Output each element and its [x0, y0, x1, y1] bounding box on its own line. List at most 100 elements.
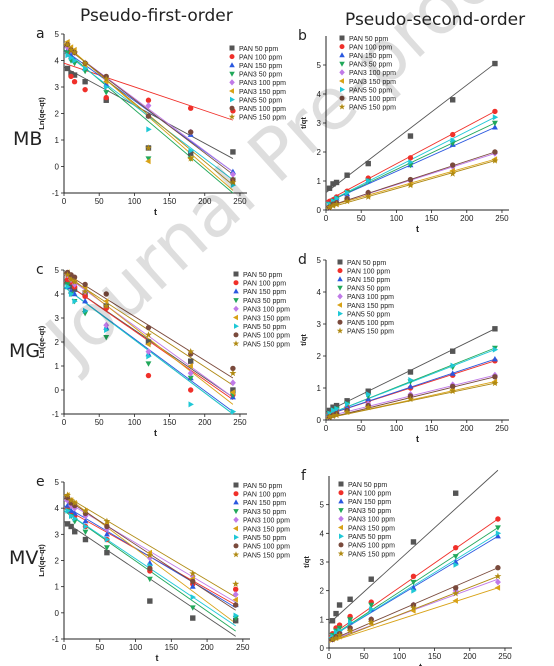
y-tick-label: 4 [55, 504, 60, 513]
y-tick-label: 5 [55, 30, 60, 39]
data-point [187, 358, 194, 364]
data-point [187, 387, 194, 393]
x-tick-label: 250 [233, 197, 247, 206]
legend-marker [233, 305, 239, 312]
data-point [229, 389, 236, 396]
data-point [366, 178, 372, 184]
y-tick-label: 3 [317, 320, 322, 329]
data-point [145, 158, 151, 165]
data-point [230, 149, 236, 155]
legend-marker [234, 534, 239, 540]
x-tick-label: 100 [128, 418, 142, 427]
data-point [407, 176, 414, 183]
y-axis-label: Ln(qe-qt) [37, 544, 46, 577]
data-point [495, 565, 501, 571]
legend-label: PAN3 50 ppm [243, 509, 286, 516]
data-point [491, 379, 499, 387]
data-point [364, 403, 372, 411]
data-point [326, 185, 333, 191]
data-point [145, 348, 152, 355]
data-point [82, 518, 89, 524]
data-point [187, 129, 194, 135]
data-point [82, 79, 88, 85]
y-tick-label: 0 [55, 163, 60, 172]
fit-line [63, 272, 234, 405]
fit-line [63, 62, 234, 121]
legend-marker [339, 52, 345, 58]
legend-marker [338, 490, 344, 496]
fit-line [63, 49, 234, 173]
y-tick-label: 0 [55, 609, 60, 618]
pseudo-first-order-title: Pseudo-first-order [80, 6, 233, 26]
legend-marker [337, 302, 342, 308]
data-point [329, 412, 337, 420]
data-point [68, 284, 74, 290]
legend-label: PAN 50 ppm [239, 46, 278, 53]
y-tick-label: 3 [317, 119, 322, 128]
legend-marker [229, 62, 235, 68]
y-tick-label: 0 [55, 386, 60, 395]
data-point [449, 170, 457, 177]
legend-label: PAN5 50 ppm [349, 87, 392, 94]
legend-label: PAN5 50 ppm [347, 311, 390, 318]
data-point [364, 193, 372, 200]
legend-label: PAN 100 ppm [349, 44, 392, 51]
y-tick-label: -1 [52, 635, 60, 644]
legend-label: PAN5 150 ppm [347, 329, 394, 336]
data-point [71, 290, 78, 297]
x-tick-label: 150 [163, 197, 177, 206]
data-point [71, 499, 79, 506]
data-point [495, 533, 501, 539]
legend-label: PAN5 100 ppm [347, 320, 394, 327]
data-point [329, 618, 336, 624]
data-point [189, 569, 197, 577]
x-tick-label: 250 [495, 214, 509, 223]
data-point [145, 339, 152, 345]
legend-label: PAN5 150 ppm [349, 105, 396, 112]
x-tick-label: 100 [129, 643, 143, 652]
fit-line [63, 45, 234, 175]
data-point [333, 610, 339, 617]
y-tick-label: 1 [317, 177, 322, 186]
legend-marker [338, 542, 344, 548]
data-point [449, 370, 456, 376]
data-point [71, 79, 78, 85]
y-tick-label: 1 [320, 615, 325, 624]
legend-label: PAN3 100 ppm [349, 70, 396, 77]
data-point [230, 387, 236, 393]
y-tick-label: 0 [317, 416, 322, 425]
legend-label: PAN3 50 ppm [243, 298, 286, 305]
data-point [452, 597, 458, 604]
data-point [102, 75, 110, 82]
data-point [329, 635, 336, 643]
legend-label: PAN5 150 ppm [239, 115, 286, 122]
legend-label: PAN3 150 ppm [239, 89, 286, 96]
fit-line [325, 382, 496, 419]
x-tick-label: 250 [236, 643, 250, 652]
data-point [103, 90, 110, 96]
legend-marker [232, 551, 240, 558]
legend-label: PAN 150 ppm [243, 289, 286, 296]
y-tick-label: 2 [320, 587, 325, 596]
legend-marker [233, 332, 239, 338]
legend-marker [337, 276, 343, 282]
x-tick-label: 50 [95, 197, 104, 206]
x-tick-label: 150 [165, 643, 179, 652]
x-tick-label: 200 [200, 643, 214, 652]
data-point [189, 583, 196, 589]
data-point [145, 361, 152, 367]
x-tick-label: 50 [357, 424, 366, 433]
data-point [495, 578, 501, 586]
data-point [453, 561, 459, 568]
data-point [145, 102, 152, 109]
data-point [492, 326, 498, 332]
legend-marker [229, 79, 235, 86]
legend-marker [234, 323, 239, 329]
data-point [452, 490, 459, 496]
data-point [452, 544, 459, 551]
y-tick-label: 5 [55, 478, 60, 487]
data-point [347, 617, 354, 623]
data-point [345, 189, 351, 196]
data-point [147, 598, 153, 604]
data-point [68, 73, 74, 80]
